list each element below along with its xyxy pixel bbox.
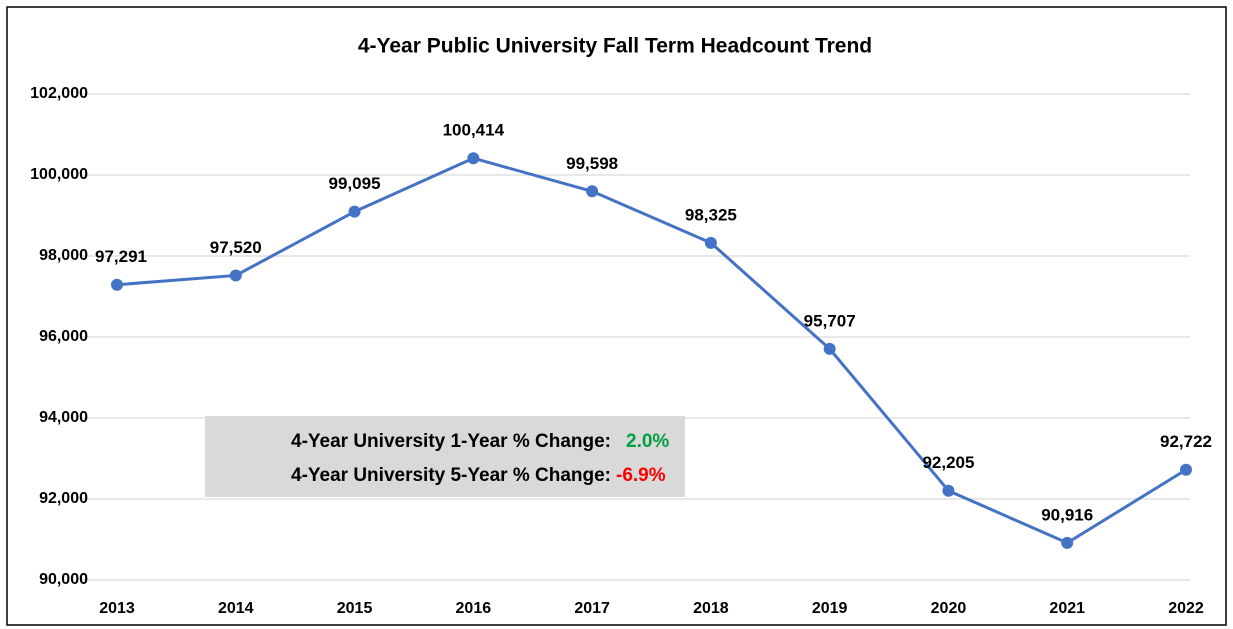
data-point: [111, 278, 123, 291]
x-tick-label: 2017: [574, 600, 610, 617]
data-label: 97,520: [210, 238, 262, 257]
data-point: [229, 269, 242, 282]
x-tick-label: 2018: [693, 600, 729, 617]
series-line: [116, 156, 1187, 545]
x-tick-label: 2015: [337, 600, 373, 617]
data-label: 92,205: [922, 453, 974, 472]
annotation-box: [205, 416, 685, 497]
y-tick-label: 98,000: [39, 247, 88, 264]
y-tick-label: 92,000: [39, 490, 88, 507]
data-point: [704, 236, 717, 249]
data-label: 99,095: [329, 174, 381, 193]
data-point: [467, 152, 480, 165]
annotation-value: 2.0%: [626, 431, 669, 452]
data-label: 95,707: [804, 311, 856, 330]
data-point: [1061, 536, 1074, 549]
data-point: [942, 484, 955, 497]
x-tick-label: 2014: [218, 600, 254, 617]
data-point: [586, 185, 599, 198]
data-point: [1180, 463, 1192, 476]
x-tick-label: 2020: [931, 600, 967, 617]
data-label: 92,722: [1160, 432, 1212, 451]
y-tick-label: 100,000: [30, 166, 88, 183]
annotation-value: -6.9%: [616, 465, 666, 486]
x-tick-label: 2019: [812, 600, 848, 617]
chart-title: 4-Year Public University Fall Term Headc…: [358, 35, 872, 58]
x-tick-label: 2021: [1049, 600, 1085, 617]
x-tick-label: 2022: [1168, 600, 1204, 617]
annotation-text: 4-Year University 1-Year % Change:: [291, 431, 611, 452]
annotation-text: 4-Year University 5-Year % Change:: [291, 465, 611, 486]
data-label: 99,598: [566, 154, 618, 173]
x-tick-label: 2016: [456, 600, 492, 617]
y-tick-label: 94,000: [39, 409, 88, 426]
data-label: 100,414: [443, 121, 505, 140]
y-tick-label: 96,000: [39, 328, 88, 345]
data-label: 98,325: [685, 205, 737, 224]
y-tick-label: 90,000: [39, 571, 88, 588]
x-tick-label: 2013: [99, 600, 135, 617]
data-label: 90,916: [1041, 505, 1093, 524]
data-label: 97,291: [95, 247, 147, 266]
data-point: [823, 342, 836, 355]
data-point: [348, 205, 361, 218]
y-tick-label: 102,000: [30, 85, 88, 102]
